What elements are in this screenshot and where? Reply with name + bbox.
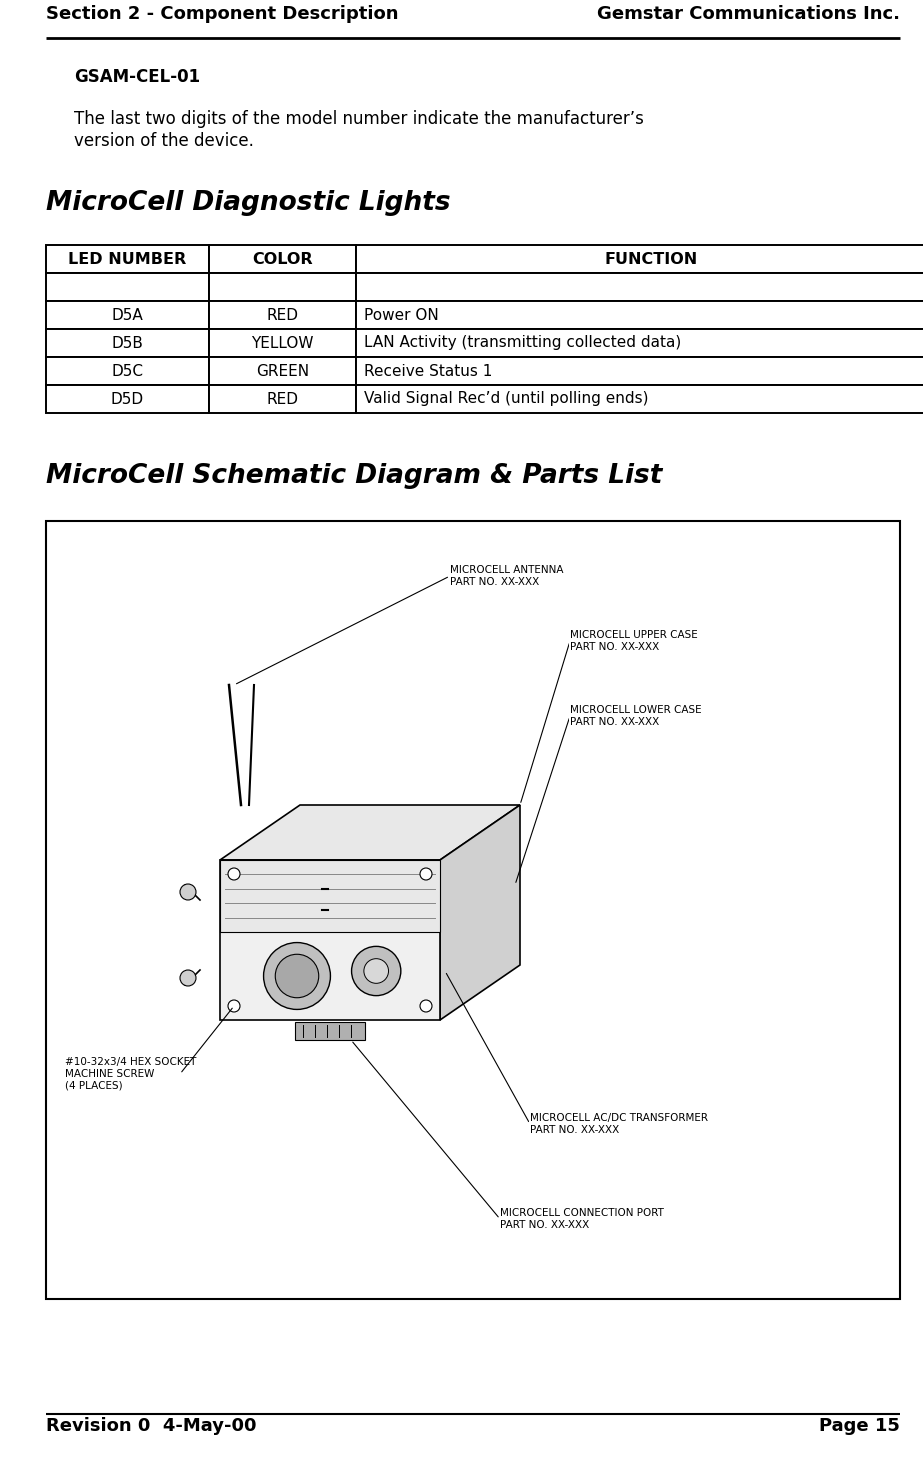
Bar [46, 385, 209, 413]
Text: .: . [179, 69, 185, 86]
Text: D5A: D5A [112, 308, 143, 322]
Bar [209, 245, 356, 273]
Text: Power ON: Power ON [364, 308, 438, 322]
Bar [356, 301, 923, 328]
Text: Valid Signal Rec’d (until polling ends): Valid Signal Rec’d (until polling ends) [364, 391, 649, 407]
Text: MICROCELL LOWER CASE
PART NO. XX-XXX: MICROCELL LOWER CASE PART NO. XX-XXX [570, 705, 701, 727]
Circle shape [180, 970, 196, 986]
Text: COLOR: COLOR [252, 251, 313, 267]
Text: Section 2 - Component Description: Section 2 - Component Description [46, 4, 399, 23]
Text: MICROCELL CONNECTION PORT
PART NO. XX-XXX: MICROCELL CONNECTION PORT PART NO. XX-XX… [500, 1208, 664, 1230]
Bar [46, 301, 209, 328]
Circle shape [264, 943, 330, 1010]
Polygon shape [220, 805, 520, 859]
Bar [209, 328, 356, 357]
Text: D5B: D5B [112, 336, 143, 350]
Text: MICROCELL UPPER CASE
PART NO. XX-XXX: MICROCELL UPPER CASE PART NO. XX-XXX [570, 630, 698, 652]
Text: RED: RED [267, 391, 298, 407]
Bar [295, 1021, 365, 1040]
Bar [46, 521, 900, 1299]
Text: Revision 0  4-May-00: Revision 0 4-May-00 [46, 1417, 257, 1436]
Text: MICROCELL ANTENNA
PART NO. XX-XXX: MICROCELL ANTENNA PART NO. XX-XXX [450, 565, 564, 587]
Bar [46, 357, 209, 385]
Bar [46, 245, 209, 273]
Polygon shape [220, 859, 440, 932]
Circle shape [420, 868, 432, 880]
Text: Receive Status 1: Receive Status 1 [364, 363, 492, 378]
Text: FUNCTION: FUNCTION [605, 251, 698, 267]
Text: MicroCell Diagnostic Lights: MicroCell Diagnostic Lights [46, 190, 450, 216]
Polygon shape [220, 859, 440, 1020]
Polygon shape [440, 805, 520, 1020]
Circle shape [228, 868, 240, 880]
Circle shape [180, 884, 196, 900]
Text: #10-32x3/4 HEX SOCKET
MACHINE SCREW
(4 PLACES): #10-32x3/4 HEX SOCKET MACHINE SCREW (4 P… [65, 1058, 197, 1090]
Text: MicroCell Schematic Diagram & Parts List: MicroCell Schematic Diagram & Parts List [46, 463, 663, 489]
Circle shape [352, 947, 401, 995]
Bar [209, 301, 356, 328]
Circle shape [228, 999, 240, 1013]
Text: D5D: D5D [111, 391, 144, 407]
Text: LED NUMBER: LED NUMBER [68, 251, 186, 267]
Text: D5C: D5C [112, 363, 143, 378]
Bar [356, 245, 923, 273]
Bar [356, 385, 923, 413]
Circle shape [364, 959, 389, 983]
Bar [356, 357, 923, 385]
Bar [356, 273, 923, 301]
Text: GREEN: GREEN [256, 363, 309, 378]
Text: MICROCELL AC/DC TRANSFORMER
PART NO. XX-XXX: MICROCELL AC/DC TRANSFORMER PART NO. XX-… [530, 1113, 708, 1135]
Text: YELLOW: YELLOW [251, 336, 314, 350]
Text: version of the device.: version of the device. [74, 131, 254, 150]
Bar [46, 273, 209, 301]
Text: LAN Activity (transmitting collected data): LAN Activity (transmitting collected dat… [364, 336, 681, 350]
Text: GSAM-CEL-01: GSAM-CEL-01 [74, 69, 200, 86]
Bar [209, 273, 356, 301]
Bar [209, 385, 356, 413]
Circle shape [275, 954, 318, 998]
Bar [209, 357, 356, 385]
Text: Page 15: Page 15 [819, 1417, 900, 1436]
Text: The last two digits of the model number indicate the manufacturer’s: The last two digits of the model number … [74, 109, 644, 128]
Circle shape [420, 999, 432, 1013]
Bar [46, 328, 209, 357]
Bar [356, 328, 923, 357]
Text: RED: RED [267, 308, 298, 322]
Text: Gemstar Communications Inc.: Gemstar Communications Inc. [597, 4, 900, 23]
